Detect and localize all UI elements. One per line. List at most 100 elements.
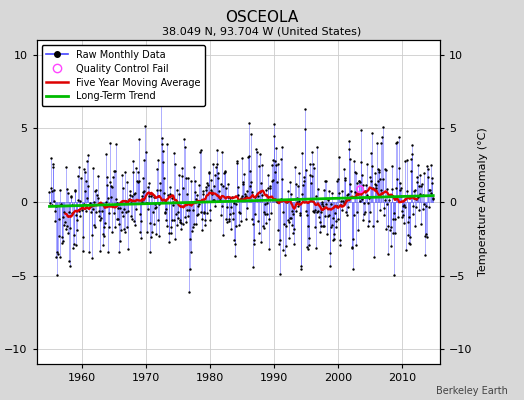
Point (135, 178, 144, 184)
Point (257, 180, 266, 186)
Point (312, 193, 321, 199)
Point (119, 185, 127, 191)
Point (410, 188, 418, 194)
Point (377, 186, 385, 193)
Point (280, 197, 289, 203)
Point (242, 216, 250, 222)
Point (182, 174, 190, 181)
Point (179, 221, 187, 227)
Point (206, 187, 215, 193)
Point (75, 208, 83, 214)
Point (300, 178, 308, 184)
Point (383, 201, 391, 207)
Point (394, 176, 402, 182)
Point (289, 230, 298, 236)
Point (310, 165, 318, 172)
Point (146, 249, 155, 255)
Point (177, 226, 185, 232)
Point (108, 229, 116, 236)
Point (395, 165, 403, 171)
Point (66, 224, 74, 231)
Point (200, 209, 209, 216)
Point (170, 216, 178, 223)
Point (145, 193, 154, 200)
Point (415, 182, 423, 189)
Point (65, 258, 73, 264)
Point (405, 239, 413, 246)
Point (217, 149, 226, 155)
Point (288, 222, 297, 228)
Point (381, 166, 389, 172)
Point (270, 121, 278, 128)
Point (292, 195, 301, 202)
Point (385, 193, 394, 199)
Point (421, 202, 430, 209)
Point (126, 188, 134, 194)
Point (99, 231, 107, 237)
Point (179, 184, 188, 191)
Point (369, 223, 378, 229)
Point (400, 220, 408, 226)
Point (130, 222, 139, 228)
Point (48, 202, 57, 209)
Point (89, 164, 97, 171)
Point (264, 184, 272, 191)
Point (123, 178, 131, 185)
Point (297, 263, 305, 270)
Point (133, 179, 141, 186)
Point (173, 215, 182, 221)
Point (113, 216, 122, 222)
Point (187, 249, 195, 255)
Point (200, 210, 208, 216)
Point (62, 186, 71, 192)
Point (327, 201, 335, 207)
Point (78, 202, 86, 209)
Point (334, 190, 343, 196)
Point (169, 202, 177, 208)
Point (326, 263, 334, 269)
Point (246, 168, 254, 174)
Point (270, 169, 279, 176)
Point (235, 222, 243, 228)
Point (143, 200, 151, 206)
Point (97, 201, 106, 207)
Point (224, 194, 233, 200)
Point (397, 193, 406, 199)
Point (259, 223, 267, 230)
Point (117, 172, 126, 178)
Point (70, 188, 79, 194)
Point (86, 209, 95, 215)
Point (343, 212, 351, 218)
Point (341, 176, 350, 183)
Point (346, 181, 354, 187)
Point (372, 182, 380, 188)
Point (188, 227, 196, 234)
Point (238, 181, 247, 187)
Point (126, 213, 135, 219)
Point (53, 249, 62, 255)
Point (234, 184, 242, 190)
Point (46, 185, 54, 191)
Point (380, 204, 388, 211)
Point (169, 199, 178, 206)
Point (350, 212, 358, 218)
Point (279, 209, 287, 216)
Point (132, 206, 140, 213)
Point (393, 139, 401, 145)
Point (352, 169, 360, 176)
Point (298, 191, 306, 197)
Point (401, 157, 410, 164)
Point (411, 187, 419, 193)
Point (71, 242, 80, 248)
Point (137, 218, 146, 224)
Point (178, 173, 187, 179)
Point (416, 172, 424, 178)
Point (399, 203, 407, 209)
Point (114, 216, 123, 223)
Point (306, 161, 314, 168)
Point (152, 187, 161, 193)
Point (330, 230, 339, 237)
Point (92, 209, 101, 216)
Point (390, 230, 399, 236)
Point (292, 207, 300, 214)
